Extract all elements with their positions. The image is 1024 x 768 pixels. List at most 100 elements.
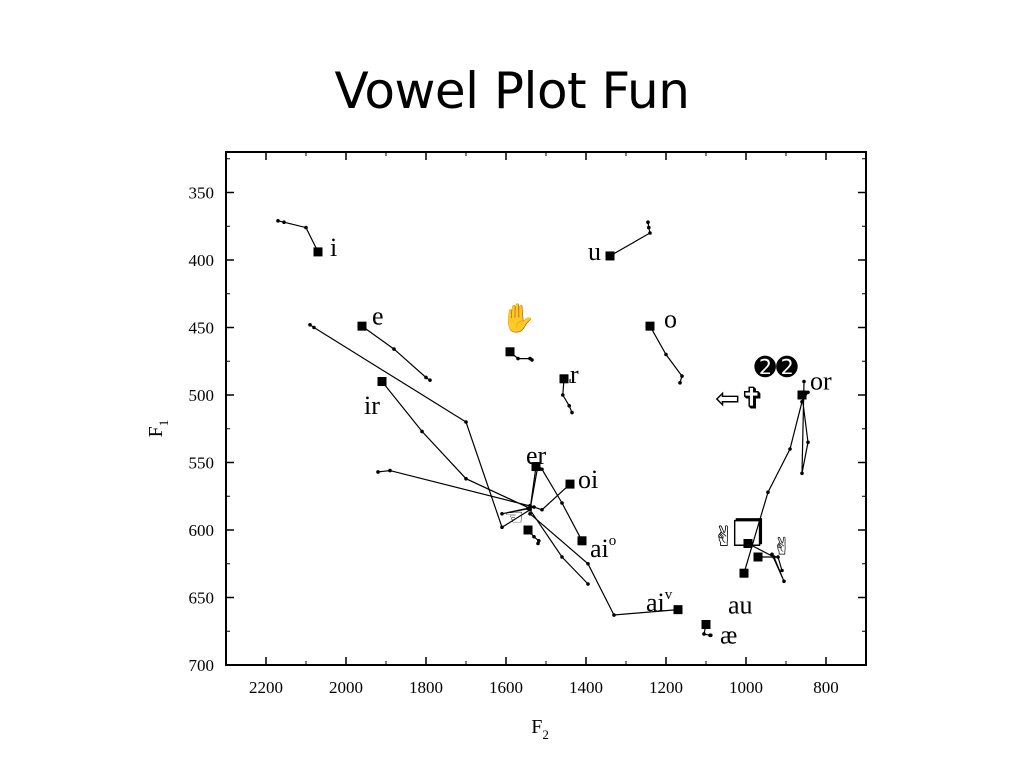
vowel-or-trajectory-point [806,440,810,445]
pointing-hand-icon: ☜ [504,506,524,531]
pointing-hand-icon-trajectory-point [536,541,540,546]
y-tick-label: 400 [189,251,215,270]
vowel-ir-trajectory-point [500,512,504,516]
x-tick-label: 1800 [409,678,443,697]
y-tick-label: 550 [189,454,215,473]
hand-icon-marker [505,347,515,357]
plot-area [225,151,867,666]
vowel-oi-trajectory-point [540,507,544,512]
vowel-u-marker [605,251,615,261]
victory-hand-icon-trajectory [747,542,785,582]
vowel-e-trajectory-point [428,378,432,382]
vowel-i-marker [313,247,323,257]
vowel-r-marker [559,374,569,384]
vowel-u-trajectory-point [646,220,650,224]
vowel-e-trajectory-point [424,375,428,380]
x-tick-label: 2000 [329,678,363,697]
vowel-au-marker [739,568,749,578]
vowel-au-trajectory-point [806,390,810,395]
vowel-i-trajectory-point [282,220,286,224]
vowel-oi-label: oi [578,465,598,494]
vowel-er-trajectory [309,324,537,529]
vowel-au-label: au [728,591,753,620]
vowel-i-label: i [330,233,337,262]
vowel-i-trajectory-point [304,225,308,230]
y-tick-label: 650 [189,589,215,608]
vowel-ai-v-marker [673,605,683,615]
vowel-r-trajectory [562,378,573,413]
vowel-ai-v-trajectory-point [586,561,590,566]
vowel-er-label: er [526,441,547,470]
vowel-or-label: or [810,367,832,396]
vowel-r-label: r [570,360,579,389]
vowel-ai-o-trajectory-point [540,467,544,472]
vowel-er-marker [531,462,541,472]
x-tick-label: 1600 [489,678,523,697]
vowel-ai-v-trajectory [529,513,679,616]
axis-ticks: 2200 2000 1800 1600 1400 1200 1000 800 350 400 450… [189,152,866,697]
vowel-er-trajectory-point [308,323,312,327]
vowel-or-trajectory-point [800,471,804,476]
vowel-o-trajectory-point [678,381,682,385]
vowel-ai-o-trajectory-point [560,501,564,505]
vowel-er-trajectory-point [312,325,316,330]
vowel-au-trajectory-point [766,490,770,495]
y-tick-label: 700 [189,656,215,675]
vowel-e-marker [357,321,367,331]
vowel-ir-trajectory-point [420,429,424,434]
square-icon: ❐ [732,514,764,555]
vowel-e-trajectory [361,325,431,381]
vowel-r-trajectory-point [570,410,574,415]
vowel-o-trajectory [649,325,683,383]
y-tick-label: 500 [189,386,215,405]
vowel-ai-v-trajectory-point [528,512,532,516]
circle-two-icon: ➋➋ [754,353,798,383]
plot-frame [225,151,867,666]
vowel-markers [313,247,807,629]
glyph-markers: ✋☜⇦✞✌ ✌❐➋➋' [501,302,798,561]
vowel-u-label: u [588,237,601,266]
slide-title: Vowel Plot Fun [334,62,690,120]
x-tick-label: 1000 [729,678,763,697]
y-tick-label: 450 [189,319,215,338]
victory-hand-icon-trajectory-point [780,568,784,573]
pointing-hand-icon-marker [523,525,533,535]
victory-hand-icon-marker [753,552,763,562]
vowel-u-trajectory-point [647,225,651,230]
vowel-æ-marker [701,620,711,629]
trajectories [276,219,810,638]
vowel-or-trajectory-point [802,379,806,384]
vowel-ai-o-trajectory-point [528,507,532,512]
victory-hand-icon-trajectory-point [776,555,780,559]
victory-hand-icon-trajectory-point [782,579,786,584]
vowel-au-trajectory-point [788,447,792,451]
vowel-æ-trajectory-point [709,633,713,638]
hand-icon-trajectory-point [530,358,534,362]
vowel-ai-v-trajectory-point [612,613,616,617]
vowel-i-trajectory-point [276,219,280,223]
vowel-i-trajectory [277,220,319,253]
vowel-ir-trajectory-point [464,476,468,481]
vowel-æ-trajectory-point [702,632,706,636]
victory-hand-icon: ✌ [712,520,735,553]
arrow-cross-icon: ⇦✞ [715,382,765,417]
vowel-ai-o-label: aio [590,533,616,563]
x-axis-label: F2 [531,716,549,742]
vowel-o-marker [645,321,655,331]
vowel-r-trajectory-point [567,404,571,408]
vowel-ir-trajectory-point [388,468,392,473]
y-axis-label: F1 [145,420,171,438]
vowel-e-trajectory-point [392,347,396,351]
vowel-ir-trajectory-point [376,470,380,474]
hand-icon: ✋ [501,302,536,335]
vowel-er-trajectory-point [500,525,504,530]
x-tick-label: 1400 [569,678,603,697]
vowel-o-trajectory-point [680,374,684,378]
vowel-ir-marker [377,377,387,386]
vowel-er-trajectory-point [464,420,468,424]
vowel-e-label: e [372,302,384,331]
vowel-oi-marker [565,479,575,489]
vowel-ir-label: ir [364,391,380,420]
x-tick-label: 1200 [649,678,683,697]
hand-icon-trajectory-point [516,356,520,361]
